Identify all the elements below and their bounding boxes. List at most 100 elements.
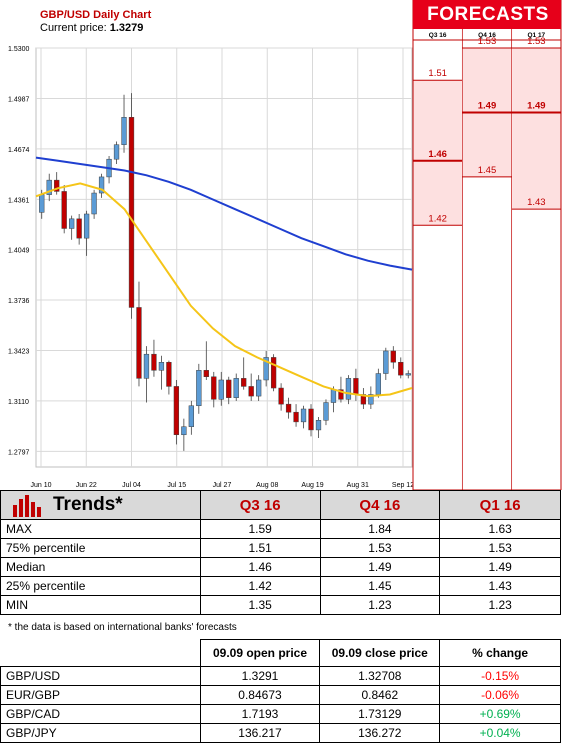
y-tick-label: 1.3110 bbox=[8, 399, 29, 406]
candle-body bbox=[300, 408, 307, 423]
cell-value: 1.84 bbox=[319, 519, 441, 539]
cell-value: 1.51 bbox=[199, 538, 321, 558]
candle-body bbox=[203, 370, 209, 378]
x-tick-label: Aug 31 bbox=[347, 482, 369, 489]
y-tick-label: 1.4674 bbox=[8, 147, 30, 154]
chart-svg: 1.5300 1.4987 1.4674 1.4361 1.4049 1.3736 1.34… bbox=[8, 0, 562, 490]
open-price: 1.7193 bbox=[199, 704, 321, 724]
row-label: MIN bbox=[0, 595, 201, 615]
x-tick-label: Aug 19 bbox=[301, 482, 323, 489]
y-tick-label: 1.5300 bbox=[8, 46, 30, 53]
table-row: 75% percentile 1.51 1.53 1.53 bbox=[0, 538, 561, 558]
candle-body bbox=[151, 353, 157, 371]
forecast-header-bg bbox=[413, 0, 561, 29]
y-tick-label: 1.4987 bbox=[8, 96, 30, 103]
table-row: EUR/GBP 0.84673 0.8462 -0.06% bbox=[0, 685, 561, 705]
pct-change: +0.69% bbox=[439, 704, 561, 724]
cell-value: 1.23 bbox=[439, 595, 561, 615]
candle-body bbox=[390, 350, 396, 363]
candle-body bbox=[353, 378, 359, 395]
forecast-value-label: 1.42 bbox=[428, 213, 447, 224]
candle-body bbox=[368, 394, 374, 405]
pair-label: EUR/GBP bbox=[0, 685, 201, 705]
candle-body bbox=[173, 386, 180, 436]
candle-body bbox=[383, 350, 389, 374]
open-price: 136.217 bbox=[199, 723, 321, 743]
forecast-value-label: 1.53 bbox=[527, 36, 546, 47]
forecast-value-label: 1.46 bbox=[428, 149, 447, 160]
forecast-title: FORECASTS bbox=[427, 4, 549, 25]
trends-col-header: Q1 16 bbox=[439, 490, 561, 520]
candle-body bbox=[76, 218, 82, 239]
candle-body bbox=[323, 402, 329, 421]
change-col-header: 09.09 open price bbox=[199, 639, 321, 667]
x-tick-label: Sep 12 bbox=[392, 482, 414, 489]
candle-body bbox=[278, 387, 284, 405]
candle-body bbox=[39, 194, 45, 213]
trends-col-header: Q4 16 bbox=[319, 490, 441, 520]
open-price: 1.3291 bbox=[199, 666, 321, 686]
candle-body bbox=[69, 218, 75, 229]
forecast-range bbox=[512, 48, 561, 210]
forecast-value-label: 1.49 bbox=[478, 100, 497, 111]
pct-change: -0.06% bbox=[439, 685, 561, 705]
close-price: 1.73129 bbox=[319, 704, 441, 724]
candle-body bbox=[263, 357, 269, 381]
x-tick-label: Jul 04 bbox=[122, 482, 141, 489]
forecast-value-label: 1.45 bbox=[478, 165, 497, 176]
current-price: Current price: 1.3279 bbox=[40, 22, 143, 34]
candle-body bbox=[405, 373, 411, 376]
x-tick-label: Aug 08 bbox=[256, 482, 278, 489]
pair-label: GBP/CAD bbox=[0, 704, 201, 724]
forecast-col-header: Q1 17 bbox=[527, 32, 545, 39]
empty-cell bbox=[0, 639, 201, 667]
candle-body bbox=[375, 373, 381, 395]
close-price: 0.8462 bbox=[319, 685, 441, 705]
cell-value: 1.63 bbox=[439, 519, 561, 539]
candle-body bbox=[315, 420, 322, 431]
candle-body bbox=[226, 379, 232, 398]
close-price: 1.32708 bbox=[319, 666, 441, 686]
candle-body bbox=[293, 411, 299, 423]
change-header-row: 09.09 open price 09.09 close price % cha… bbox=[0, 639, 561, 667]
trends-col-header: Q3 16 bbox=[199, 490, 321, 520]
candle-body bbox=[398, 362, 404, 376]
candle-body bbox=[113, 144, 120, 160]
y-tick-label: 1.3423 bbox=[8, 348, 30, 355]
forecast-value-label: 1.43 bbox=[527, 197, 546, 208]
forecast-col-header: Q3 16 bbox=[429, 32, 447, 39]
chart-area: 1.5300 1.4987 1.4674 1.4361 1.4049 1.3736 1.34… bbox=[8, 0, 562, 490]
candle-body bbox=[270, 357, 277, 389]
candle-body bbox=[211, 376, 217, 400]
forecast-range bbox=[413, 80, 462, 226]
candle-body bbox=[285, 403, 292, 413]
moving-average-line bbox=[35, 182, 413, 398]
x-tick-label: Jul 15 bbox=[167, 482, 186, 489]
table-row: GBP/CAD 1.7193 1.73129 +0.69% bbox=[0, 704, 561, 724]
row-label: 25% percentile bbox=[0, 576, 201, 596]
pair-label: GBP/JPY bbox=[0, 723, 201, 743]
cell-value: 1.35 bbox=[199, 595, 321, 615]
forecast-value-label: 1.51 bbox=[428, 68, 447, 79]
y-tick-label: 1.2797 bbox=[8, 449, 30, 456]
x-tick-label: Jun 22 bbox=[76, 482, 97, 489]
candle-body bbox=[308, 408, 314, 431]
forecast-col-header: Q4 16 bbox=[478, 32, 496, 39]
table-row: MIN 1.35 1.23 1.23 bbox=[0, 595, 561, 615]
bar-chart-icon bbox=[13, 495, 41, 517]
table-row: MAX 1.59 1.84 1.63 bbox=[0, 519, 561, 539]
y-tick-label: 1.4361 bbox=[8, 197, 30, 204]
row-label: Median bbox=[0, 557, 201, 577]
cell-value: 1.42 bbox=[199, 576, 321, 596]
moving-average-line bbox=[35, 156, 413, 271]
candle-body bbox=[46, 179, 52, 195]
candle-body bbox=[61, 191, 67, 229]
pair-label: GBP/USD bbox=[0, 666, 201, 686]
trends-title-cell: Trends* bbox=[0, 490, 201, 520]
cell-value: 1.53 bbox=[439, 538, 561, 558]
candle-body bbox=[121, 117, 127, 145]
change-col-header: % change bbox=[439, 639, 561, 667]
candle-body bbox=[158, 362, 165, 371]
candle-body bbox=[256, 379, 262, 397]
candle-body bbox=[98, 176, 105, 194]
